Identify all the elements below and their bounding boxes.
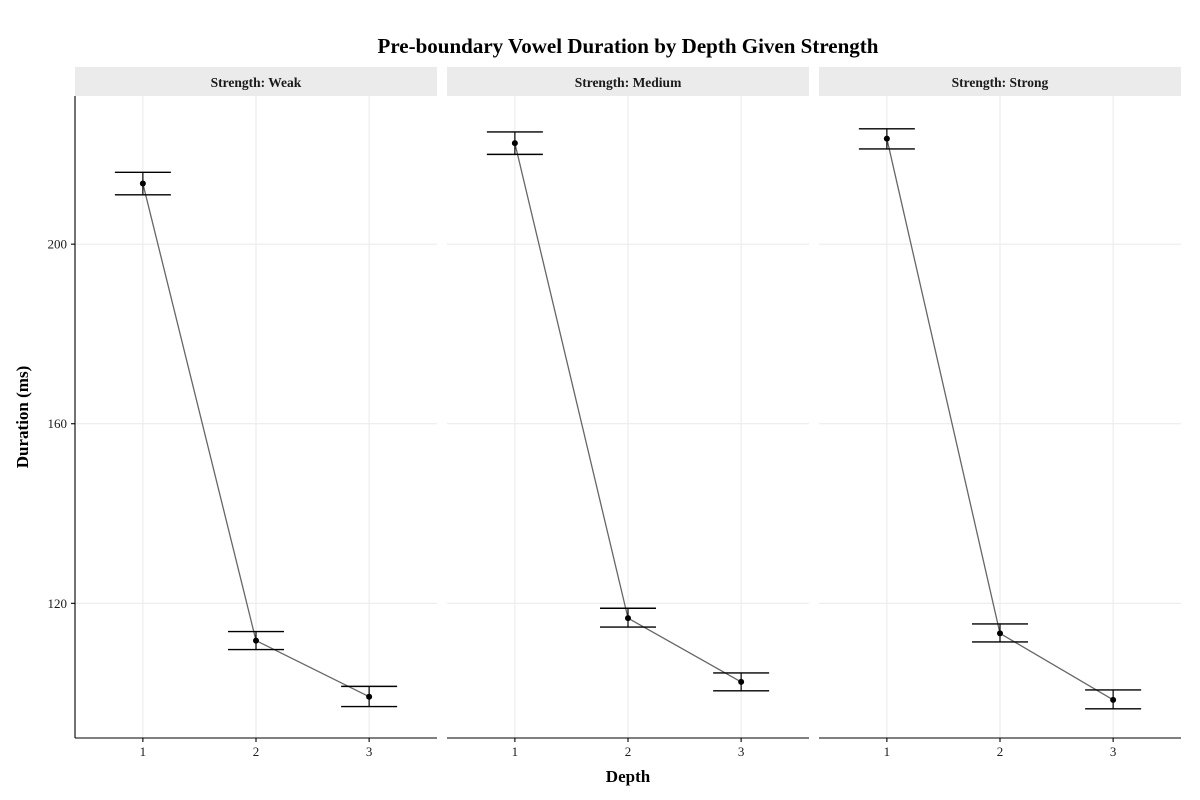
strip-label: Strength: Medium — [575, 75, 682, 90]
y-axis-title: Duration (ms) — [13, 366, 32, 468]
data-point — [625, 615, 631, 622]
strip-background — [447, 67, 809, 96]
x-tick-label: 2 — [253, 744, 260, 759]
panel-1: Strength: Weak 1 2 3 120 160 200 — [48, 67, 437, 759]
x-tick-label: 2 — [997, 744, 1004, 759]
y-tick-label: 160 — [48, 416, 68, 431]
panels: Strength: Weak 1 2 3 120 160 200 Strength: Medi… — [48, 67, 1181, 759]
x-tick-label: 3 — [366, 744, 373, 759]
y-tick-label: 120 — [48, 596, 68, 611]
data-point — [366, 693, 373, 700]
y-tick-label: 200 — [48, 237, 68, 252]
x-axis-title: Depth — [606, 767, 651, 786]
data-point — [511, 140, 518, 147]
data-point — [997, 630, 1003, 637]
data-point — [883, 135, 890, 142]
x-tick-label: 2 — [625, 744, 632, 759]
x-tick-label: 3 — [738, 744, 745, 759]
strip-background — [75, 67, 437, 96]
strip-label: Strength: Weak — [211, 75, 302, 90]
x-tick-label: 3 — [1110, 744, 1117, 759]
chart-title: Pre-boundary Vowel Duration by Depth Giv… — [378, 34, 879, 58]
x-tick-label: 1 — [884, 744, 891, 759]
strip-label: Strength: Strong — [952, 75, 1049, 90]
strip-background — [819, 67, 1181, 96]
data-point — [253, 637, 259, 644]
x-tick-label: 1 — [512, 744, 519, 759]
data-point — [738, 678, 745, 685]
data-point — [1110, 696, 1117, 703]
x-tick-label: 1 — [140, 744, 147, 759]
panel-3: Strength: Strong 1 2 3 — [819, 67, 1181, 759]
panel-2: Strength: Medium 1 2 3 — [447, 67, 809, 759]
data-point — [139, 180, 146, 187]
